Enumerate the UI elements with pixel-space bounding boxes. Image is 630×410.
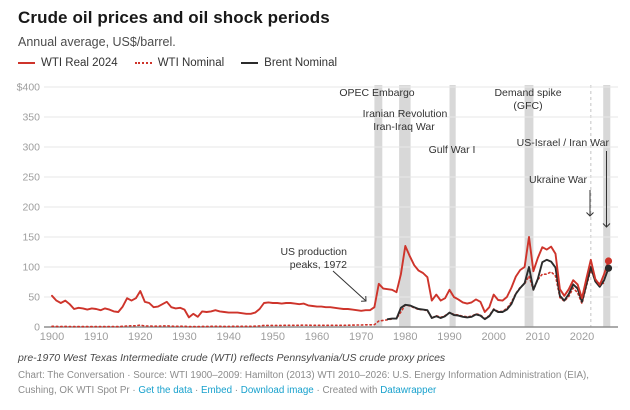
y-tick-label: 50 (28, 292, 40, 304)
y-tick-label: 300 (22, 142, 40, 154)
footer: pre-1970 West Texas Intermediate crude (… (18, 352, 616, 398)
series-brent-nominal (386, 258, 610, 321)
created-with-text: Created with (322, 384, 381, 396)
x-tick-label: 1920 (128, 331, 152, 343)
y-tick-label: $400 (17, 82, 41, 94)
x-tick-label: 1930 (172, 331, 196, 343)
x-tick-label: 1990 (437, 331, 461, 343)
chart-subtitle: Annual average, US$/barrel. (18, 35, 176, 49)
download-image-link[interactable]: Download image (240, 384, 314, 396)
annotation-arrow (332, 270, 367, 302)
separator: · (313, 384, 323, 396)
y-tick-label: 150 (22, 232, 40, 244)
shock-band (399, 85, 411, 327)
x-tick-label: 1900 (40, 331, 64, 343)
annotation-label: (GFC) (513, 100, 542, 112)
annotation-label: US production (280, 246, 347, 258)
legend-item-wti-nominal: WTI Nominal (134, 57, 225, 69)
x-tick-label: 1960 (305, 331, 329, 343)
y-tick-label: 0 (34, 322, 40, 334)
y-tick-label: 250 (22, 172, 40, 184)
y-tick-label: 350 (22, 112, 40, 124)
x-tick-label: 1970 (349, 331, 373, 343)
legend-item-wti-real: WTI Real 2024 (18, 57, 118, 69)
x-tick-label: 1940 (216, 331, 240, 343)
separator: · (129, 384, 139, 396)
credit-line: Chart: The Conversation · Source: WTI 19… (18, 369, 616, 398)
annotation-label: OPEC Embargo (339, 87, 414, 99)
annotation-label: Demand spike (494, 87, 561, 99)
annotation-label: Gulf War I (429, 144, 476, 156)
legend-label: Brent Nominal (264, 57, 338, 69)
legend-swatch-red-solid (18, 62, 35, 64)
annotation-label: Iran-Iraq War (373, 121, 435, 133)
shock-band (524, 85, 534, 327)
series-wti-real-2024 (51, 236, 610, 319)
legend-item-brent-nominal: Brent Nominal (241, 57, 337, 69)
chart-legend: WTI Real 2024 WTI Nominal Brent Nominal (18, 57, 337, 69)
series-end-dot (604, 264, 613, 272)
credit-text: Chart: The Conversation · Source: WTI 19… (18, 370, 590, 396)
series-wti-nominal (51, 269, 605, 328)
page-title: Crude oil prices and oil shock periods (18, 8, 330, 27)
x-tick-label: 1980 (393, 331, 417, 343)
y-tick-label: 100 (22, 262, 40, 274)
x-tick-label: 2020 (570, 331, 594, 343)
get-data-link[interactable]: Get the data (138, 384, 193, 396)
shock-band (449, 85, 456, 327)
separator: · (232, 384, 241, 396)
annotation-label: Iranian Revolution (363, 108, 448, 120)
datawrapper-link[interactable]: Datawrapper (380, 384, 437, 396)
x-tick-label: 2010 (526, 331, 550, 343)
legend-swatch-dark-solid (241, 62, 259, 64)
embed-link[interactable]: Embed (200, 384, 233, 396)
legend-label: WTI Real 2024 (41, 57, 118, 69)
x-tick-label: 1910 (84, 331, 108, 343)
shock-band (374, 85, 383, 327)
oil-price-line-chart: 0 50 100 150 200 250 300 350 $400 1900 1910 1920 193… (17, 82, 618, 343)
y-tick-label: 200 (22, 202, 40, 214)
x-tick-label: 1950 (261, 331, 285, 343)
annotation-label: peaks, 1972 (290, 259, 347, 271)
legend-label: WTI Nominal (157, 57, 225, 69)
separator: · (192, 384, 201, 396)
annotation-label: US-Israel / Iran War (517, 137, 610, 149)
legend-swatch-red-dotted (134, 62, 152, 64)
annotation-label: Ukraine War (529, 174, 587, 186)
x-tick-label: 2000 (481, 331, 505, 343)
series-end-dot (604, 257, 613, 265)
footnote: pre-1970 West Texas Intermediate crude (… (18, 352, 446, 364)
